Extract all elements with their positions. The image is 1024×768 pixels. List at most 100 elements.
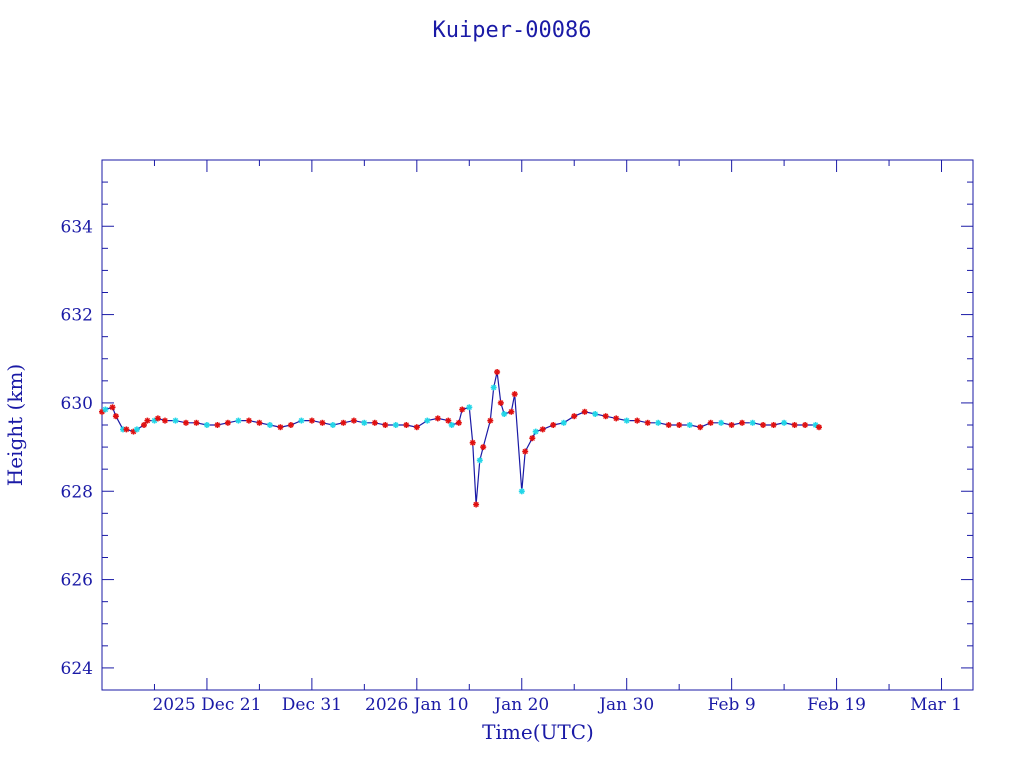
data-point <box>665 422 672 428</box>
data-point <box>413 424 420 431</box>
x-tick-label: 2026 Jan 10 <box>365 695 469 715</box>
data-point <box>448 422 455 428</box>
data-point <box>816 424 822 431</box>
data-point <box>791 422 798 428</box>
data-point <box>728 422 735 428</box>
data-point <box>277 424 284 431</box>
x-tick-label: Jan 20 <box>492 695 549 715</box>
data-point <box>613 415 620 422</box>
data-point <box>466 404 473 411</box>
data-point <box>434 415 441 422</box>
data-point <box>571 413 578 420</box>
data-point <box>287 422 294 428</box>
data-point <box>183 419 189 426</box>
x-tick-label: Dec 31 <box>282 695 342 715</box>
data-point <box>112 413 119 420</box>
data-point <box>172 417 179 424</box>
data-point <box>141 422 147 428</box>
height-line <box>101 371 820 505</box>
data-point <box>319 419 326 426</box>
data-point <box>718 419 725 426</box>
data-point <box>781 419 788 426</box>
data-point <box>361 419 368 426</box>
y-tick-label: 630 <box>61 394 93 414</box>
data-point <box>655 419 662 426</box>
x-tick-label: Mar 1 <box>910 695 962 715</box>
data-point <box>445 417 452 424</box>
y-tick-label: 628 <box>61 482 93 502</box>
data-point <box>193 419 200 426</box>
data-point <box>529 435 536 442</box>
data-point <box>109 404 116 411</box>
x-axis-label: Time(UTC) <box>482 720 594 744</box>
data-point <box>455 419 462 426</box>
y-tick-label: 632 <box>61 306 93 326</box>
data-point <box>144 417 151 424</box>
data-point <box>760 422 767 428</box>
data-point <box>518 488 525 495</box>
data-point <box>266 422 273 428</box>
data-point <box>480 444 487 451</box>
data-point <box>770 422 777 428</box>
data-point <box>469 439 476 446</box>
data-point <box>403 422 410 428</box>
x-tick-label: Feb 9 <box>708 695 756 715</box>
x-tick-label: 2025 Dec 21 <box>152 695 261 715</box>
data-point <box>539 426 546 433</box>
data-point <box>329 422 336 428</box>
data-point <box>707 419 714 426</box>
data-point <box>697 424 704 431</box>
data-point <box>371 419 378 426</box>
data-point <box>508 408 515 415</box>
y-axis-label: Height (km) <box>3 364 27 486</box>
plot-frame <box>101 159 974 691</box>
data-point <box>550 422 557 428</box>
data-point <box>459 406 466 413</box>
data-point <box>494 369 501 375</box>
data-point <box>634 417 641 424</box>
data-point <box>511 391 518 398</box>
data-point <box>235 417 242 424</box>
data-point <box>676 422 683 428</box>
data-point <box>350 417 357 424</box>
data-point <box>214 422 221 428</box>
data-point <box>203 422 210 428</box>
data-point <box>501 411 508 417</box>
data-point <box>592 411 599 417</box>
data-point <box>224 419 231 426</box>
data-point <box>497 399 504 406</box>
data-point <box>644 419 651 426</box>
data-point <box>424 417 431 424</box>
data-point <box>154 415 161 422</box>
data-point <box>532 428 539 435</box>
data-point <box>382 422 389 428</box>
y-tick-label: 624 <box>61 659 93 679</box>
data-point <box>802 422 809 428</box>
data-point <box>245 417 252 424</box>
y-tick-label: 634 <box>61 217 93 237</box>
y-tick-label: 626 <box>61 571 93 591</box>
data-point <box>133 426 140 433</box>
data-point <box>298 417 305 424</box>
data-point <box>490 384 497 391</box>
data-point <box>581 408 588 415</box>
x-tick-label: Jan 30 <box>597 695 654 715</box>
data-point <box>522 448 529 455</box>
data-point <box>686 422 693 428</box>
data-point <box>476 457 483 464</box>
height-series <box>99 369 822 508</box>
x-tick-labels: 2025 Dec 21 Dec 31 2026 Jan 10 Jan 20 Jan 30… <box>152 695 962 715</box>
data-point <box>256 419 263 426</box>
data-point <box>749 419 756 426</box>
data-point <box>602 413 609 420</box>
data-point <box>340 419 347 426</box>
data-point <box>473 501 480 508</box>
axis-ticks <box>101 159 973 691</box>
data-point <box>123 426 130 433</box>
data-point <box>739 419 746 426</box>
data-point <box>560 419 567 426</box>
data-point <box>623 417 630 424</box>
data-point <box>162 417 168 424</box>
chart-title: Kuiper-00086 <box>433 18 592 43</box>
